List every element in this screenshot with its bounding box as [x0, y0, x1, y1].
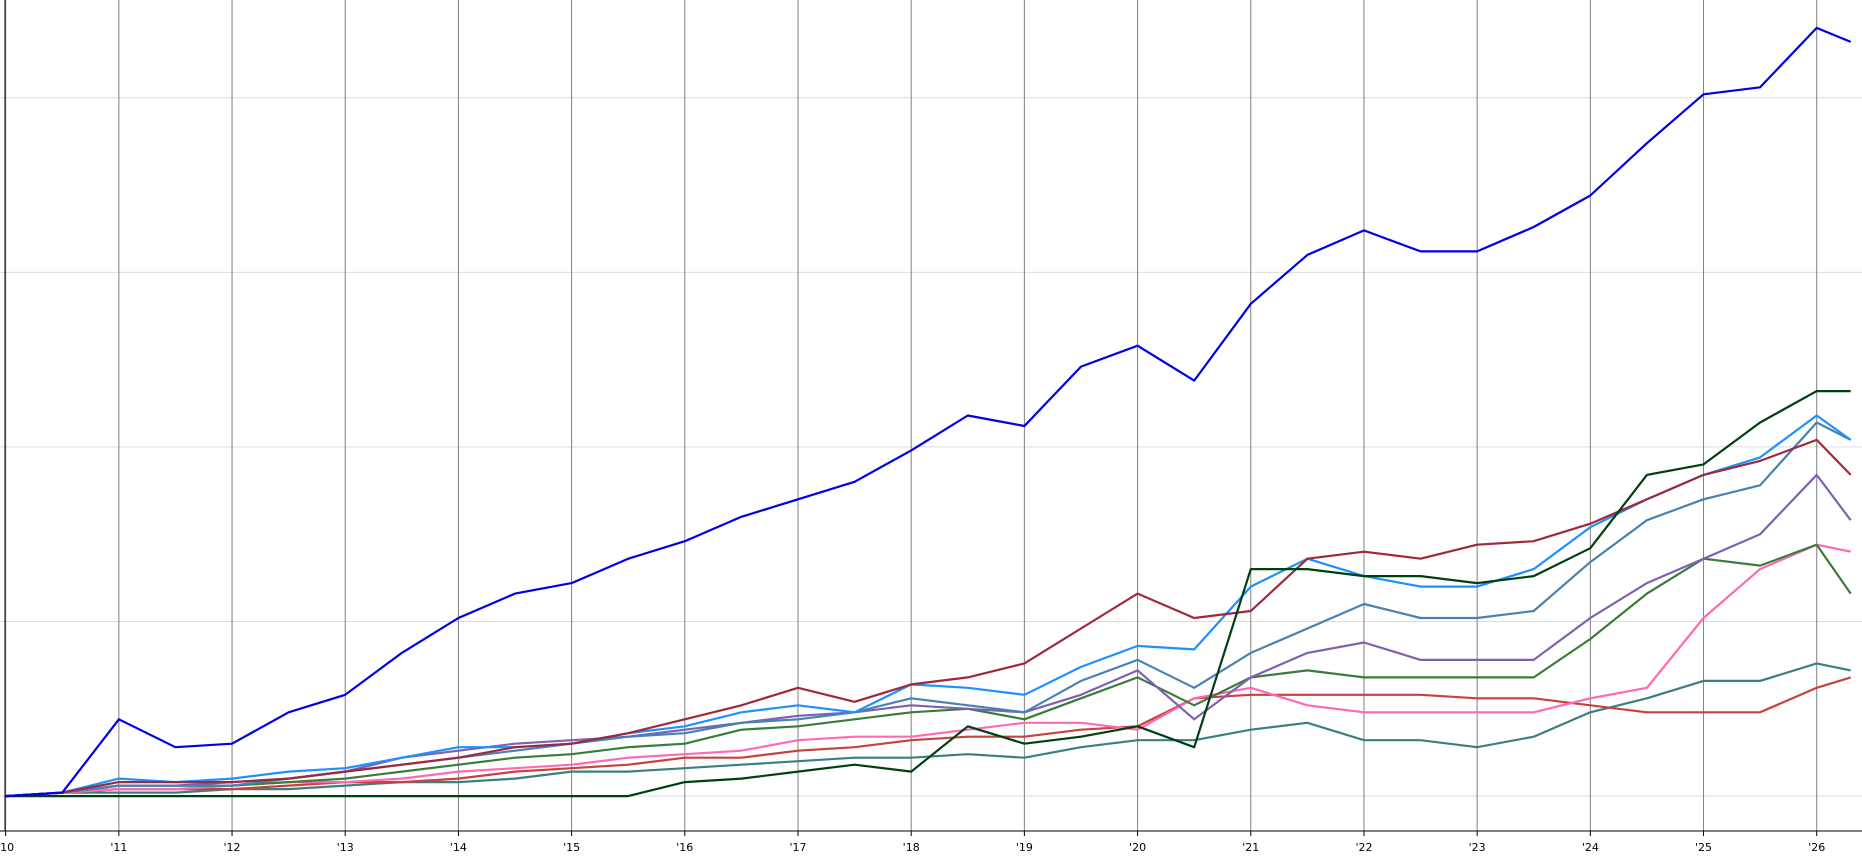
x-tick-label: '10 — [0, 841, 14, 854]
series-line — [5, 676, 1852, 798]
x-tick-label: '13 — [337, 841, 354, 854]
x-tick-label: '21 — [1242, 841, 1259, 854]
x-tick-label: '20 — [1129, 841, 1146, 854]
x-tick-label: '24 — [1582, 841, 1599, 854]
series-line — [5, 26, 1852, 798]
series-line — [5, 414, 1852, 798]
x-tick-label: '14 — [450, 841, 467, 854]
x-tick-label: '22 — [1355, 841, 1372, 854]
series-line — [5, 390, 1851, 798]
x-tick-label: '23 — [1469, 841, 1486, 854]
x-tick-label: '12 — [224, 841, 241, 854]
x-tick-label: '25 — [1695, 841, 1712, 854]
x-tick-label: '18 — [903, 841, 920, 854]
series-line — [5, 662, 1851, 798]
x-tick-label: '17 — [789, 841, 806, 854]
x-tick-label: '15 — [563, 841, 580, 854]
series-line — [5, 543, 1851, 798]
series-line — [5, 438, 1852, 798]
x-tick-label: '16 — [676, 841, 693, 854]
x-tick-label: '26 — [1808, 841, 1825, 854]
series-line — [5, 543, 1852, 798]
x-tick-label: '19 — [1016, 841, 1033, 854]
x-tick-label: '11 — [110, 841, 127, 854]
